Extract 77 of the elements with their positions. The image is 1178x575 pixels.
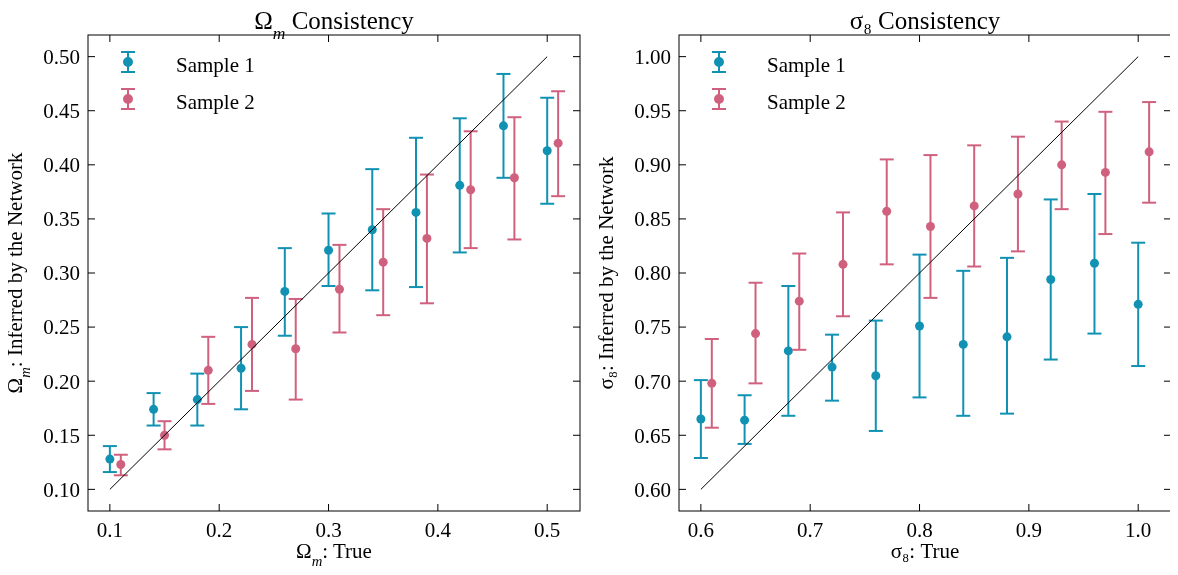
x-tick-label: 0.2 bbox=[206, 518, 233, 542]
point bbox=[1144, 147, 1154, 157]
point bbox=[378, 257, 388, 267]
point bbox=[740, 415, 750, 425]
y-tick-label: 0.90 bbox=[634, 153, 671, 178]
y-tick-label: 0.60 bbox=[634, 477, 671, 502]
y-tick-label: 0.75 bbox=[634, 315, 671, 340]
x-axis-title: Ω$_{m}$: True bbox=[296, 539, 372, 569]
point bbox=[871, 371, 881, 381]
y-tick-label: 0.25 bbox=[43, 315, 80, 340]
y-tick-label: 1.00 bbox=[634, 44, 671, 69]
point bbox=[1089, 258, 1099, 268]
point bbox=[116, 459, 126, 469]
point bbox=[1057, 160, 1067, 170]
point bbox=[105, 454, 115, 464]
point bbox=[411, 207, 421, 217]
x-tick-label: 0.3 bbox=[315, 518, 342, 542]
chart-title: Ω$_{m}$ Consistency bbox=[254, 7, 415, 43]
y-tick-label: 0.15 bbox=[43, 423, 80, 448]
legend-label: Sample 2 bbox=[176, 90, 255, 115]
y-axis-title: σ₈: Inferred by the Network bbox=[594, 155, 618, 390]
y-tick-label: 0.50 bbox=[43, 44, 80, 69]
point bbox=[422, 233, 432, 243]
point bbox=[280, 286, 290, 296]
point bbox=[827, 362, 837, 372]
point bbox=[542, 146, 552, 156]
x-tick-label: 0.5 bbox=[534, 518, 561, 542]
point bbox=[707, 378, 717, 388]
y-tick-label: 0.45 bbox=[43, 99, 80, 124]
point bbox=[1013, 189, 1023, 199]
point bbox=[203, 365, 213, 375]
point bbox=[498, 121, 508, 131]
point bbox=[1002, 332, 1012, 342]
point bbox=[696, 414, 706, 424]
point bbox=[1046, 274, 1056, 284]
x-tick-label: 0.4 bbox=[424, 518, 452, 542]
point bbox=[334, 284, 344, 294]
point bbox=[751, 329, 761, 339]
y-tick-label: 0.40 bbox=[43, 153, 80, 178]
point bbox=[783, 346, 793, 356]
point bbox=[958, 339, 968, 349]
x-tick-label: 1.0 bbox=[1125, 518, 1152, 542]
point bbox=[925, 221, 935, 231]
x-axis-title: σ₈: True bbox=[890, 539, 960, 563]
point bbox=[466, 185, 476, 195]
y-tick-label: 0.80 bbox=[634, 261, 671, 286]
point bbox=[969, 201, 979, 211]
point bbox=[455, 180, 465, 190]
y-tick-label: 0.70 bbox=[634, 369, 671, 394]
point bbox=[236, 363, 246, 373]
point bbox=[882, 206, 892, 216]
point bbox=[838, 259, 848, 269]
point bbox=[324, 245, 334, 255]
y-tick-label: 0.10 bbox=[43, 477, 80, 502]
x-tick-label: 0.8 bbox=[906, 518, 933, 542]
y-tick-label: 0.35 bbox=[43, 207, 80, 232]
y-tick-label: 0.95 bbox=[634, 99, 671, 124]
y-tick-label: 0.30 bbox=[43, 261, 80, 286]
x-tick-label: 0.7 bbox=[797, 518, 824, 542]
y-tick-label: 0.65 bbox=[634, 423, 671, 448]
x-tick-label: 0.9 bbox=[1015, 518, 1042, 542]
legend-label: Sample 2 bbox=[767, 90, 846, 115]
legend-label: Sample 1 bbox=[176, 53, 255, 78]
point bbox=[1100, 167, 1110, 177]
point bbox=[291, 344, 301, 354]
point bbox=[915, 321, 925, 331]
point bbox=[794, 296, 804, 306]
y-tick-label: 0.20 bbox=[43, 369, 80, 394]
x-tick-label: 0.6 bbox=[687, 518, 714, 542]
legend-label: Sample 1 bbox=[767, 53, 846, 78]
point bbox=[509, 173, 519, 183]
y-tick-label: 0.85 bbox=[634, 207, 671, 232]
point bbox=[1133, 299, 1143, 309]
chart-title: σ₈ Consistency bbox=[849, 7, 1001, 34]
point bbox=[149, 404, 159, 414]
x-tick-label: 0.1 bbox=[96, 518, 123, 542]
point bbox=[553, 138, 563, 148]
